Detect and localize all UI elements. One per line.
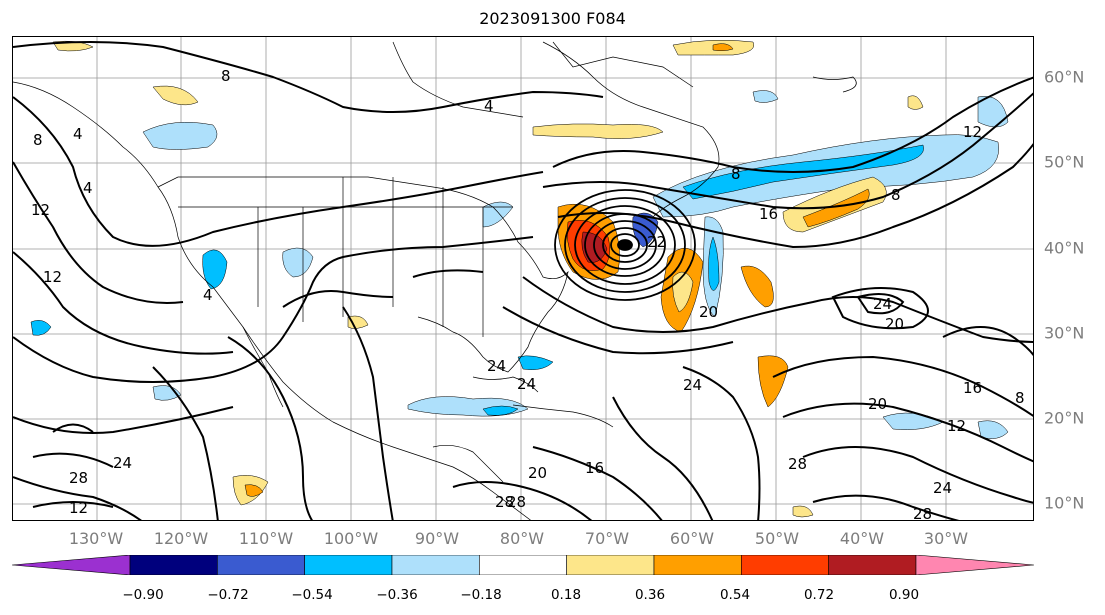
colorbar-tick: −0.18: [460, 587, 502, 603]
contour-label: 20: [528, 464, 547, 482]
contour-label: 4: [73, 125, 83, 143]
colorbar-cell: [391, 555, 480, 575]
longitude-label: 100°W: [323, 529, 379, 548]
contour-label: 24: [933, 479, 952, 497]
contour-label: 28: [69, 469, 88, 487]
colorbar-tick: 0.54: [719, 587, 751, 603]
contour-label: 12: [963, 123, 982, 141]
contour-label: 28: [495, 493, 514, 511]
contour-label: 28: [507, 493, 526, 511]
longitude-label: 60°W: [669, 529, 715, 548]
map-svg: 8 4 4 12 12 8 4 12 8 16 8 24 4 20 24 20 …: [13, 37, 1033, 521]
map-panel: 8 4 4 12 12 8 4 12 8 16 8 24 4 20 24 20 …: [12, 36, 1034, 521]
colorbar-cell: [217, 555, 305, 575]
colorbar-tick: 0.36: [634, 587, 666, 603]
contour-label: 24: [113, 454, 132, 472]
latitude-label: 20°N: [1044, 408, 1085, 428]
contour-label: 16: [759, 205, 778, 223]
colorbar: [12, 555, 1034, 575]
colorbar-tick: −0.36: [376, 587, 418, 603]
longitude-label: 40°W: [839, 529, 885, 548]
colorbar-cell: [479, 555, 567, 575]
colorbar-tick: −0.54: [291, 587, 333, 603]
contour-label: 4: [203, 286, 213, 304]
contour-label: 8: [731, 165, 741, 183]
colorbar-cell: [129, 555, 218, 575]
contour-label: 12: [31, 201, 50, 219]
colorbar-tick: 0.90: [888, 587, 920, 603]
contour-label: 8: [891, 186, 901, 204]
contour-label: 28: [913, 505, 932, 521]
contour-label: 22: [647, 233, 666, 251]
latitude-label: 10°N: [1044, 493, 1085, 513]
contour-label: 20: [699, 303, 718, 321]
longitude-label: 110°W: [238, 529, 294, 548]
latitude-label: 40°N: [1044, 238, 1085, 258]
colorbar-cell: [653, 555, 742, 575]
contour-label: 20: [868, 395, 887, 413]
longitude-label: 120°W: [153, 529, 209, 548]
colorbar-tick: 0.72: [803, 587, 835, 603]
contour-label: 12: [43, 268, 62, 286]
colorbar-cell: [915, 555, 1034, 575]
longitude-label: 30°W: [923, 529, 969, 548]
longitude-label: 130°W: [68, 529, 124, 548]
contour-label: 24: [873, 295, 892, 313]
latitude-label: 50°N: [1044, 152, 1085, 172]
colorbar-tick: 0.18: [550, 587, 582, 603]
contour-label: 24: [487, 357, 506, 375]
contour-label: 16: [963, 379, 982, 397]
colorbar-cell: [828, 555, 917, 575]
shaded-field-warm: [52, 39, 924, 518]
longitude-label: 50°W: [754, 529, 800, 548]
contour-label: 8: [221, 67, 231, 85]
contour-label: 12: [947, 417, 966, 435]
contour-label: 20: [885, 315, 904, 333]
map-title: 2023091300 F084: [479, 9, 626, 28]
contour-label: 28: [788, 455, 807, 473]
longitude-label: 80°W: [499, 529, 545, 548]
latitude-label: 30°N: [1044, 323, 1085, 343]
colorbar-tick: −0.72: [207, 587, 249, 603]
longitude-label: 90°W: [414, 529, 460, 548]
colorbar-cells: [12, 555, 1034, 575]
colorbar-tick: −0.90: [122, 587, 164, 603]
latitude-label: 60°N: [1044, 67, 1085, 87]
colorbar-cell: [12, 555, 131, 575]
contour-label: 24: [517, 375, 536, 393]
contour-label: 16: [585, 459, 604, 477]
contour-label: 8: [1015, 389, 1025, 407]
contour-label-group: 8 4 4 12 12 8 4 12 8 16 8 24 4 20 24 20 …: [31, 67, 1025, 521]
longitude-label: 70°W: [584, 529, 630, 548]
cyclone-contours: [554, 189, 696, 301]
height-contours: [13, 41, 1033, 520]
colorbar-cell: [566, 555, 655, 575]
coastlines: [13, 41, 857, 520]
contour-label: 4: [484, 97, 494, 115]
colorbar-cell: [741, 555, 829, 575]
contour-label: 8: [33, 131, 43, 149]
colorbar-cell: [304, 555, 393, 575]
contour-label: 12: [69, 499, 88, 517]
contour-label: 4: [83, 179, 93, 197]
contour-label: 24: [683, 376, 702, 394]
